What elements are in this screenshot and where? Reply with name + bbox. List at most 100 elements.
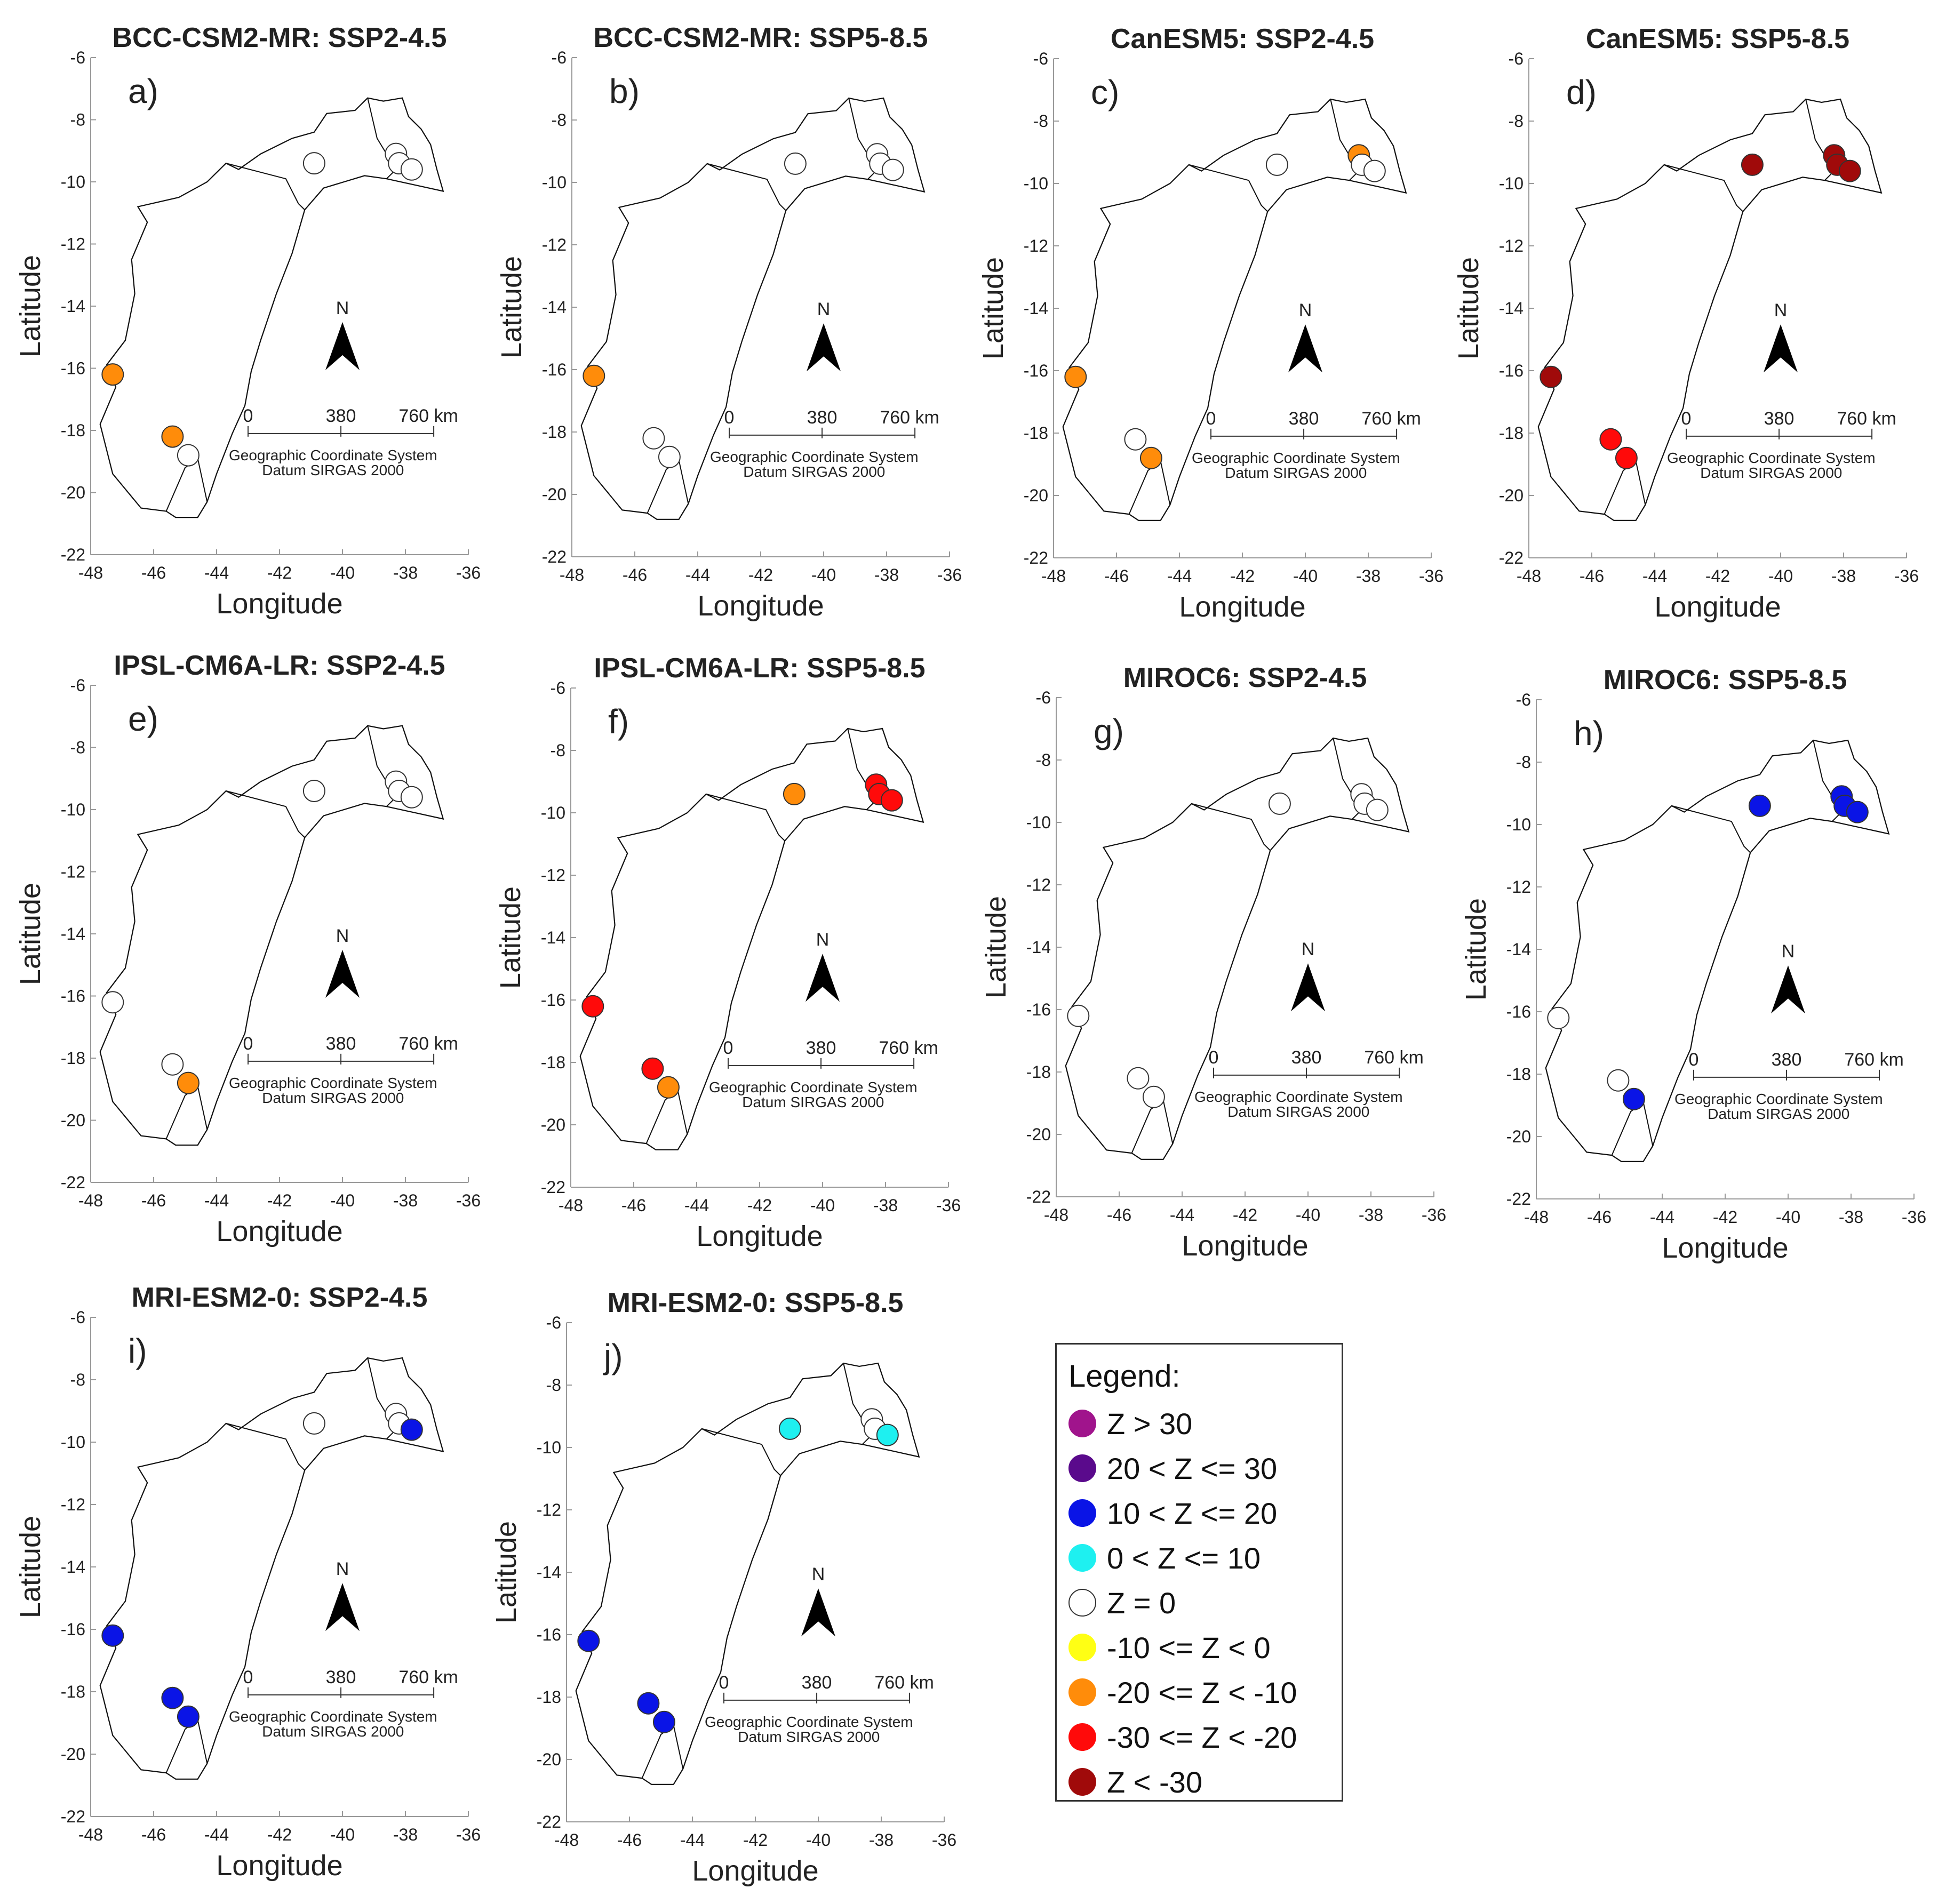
legend-label: Z < -30: [1107, 1765, 1202, 1799]
station-marker: [1547, 1006, 1570, 1029]
north-label: N: [817, 299, 831, 319]
station-marker: [1142, 1085, 1165, 1108]
y-axis-label: Latitude: [496, 256, 528, 358]
station-marker: [302, 780, 325, 802]
station-marker: [1124, 428, 1147, 451]
x-tick-label: -48: [78, 1191, 103, 1210]
scale-label: 0: [243, 406, 253, 426]
station-marker: [783, 782, 805, 805]
basin-outline: [99, 725, 444, 1146]
legend-swatch: [1068, 1634, 1096, 1661]
y-tick-label: -6: [70, 1308, 85, 1327]
x-tick-label: -46: [141, 563, 166, 582]
crs-label: Geographic Coordinate System: [1194, 1089, 1403, 1105]
x-tick-label: -38: [393, 1825, 418, 1844]
scale-label: 380: [807, 407, 838, 428]
y-tick-label: -8: [70, 1370, 85, 1389]
x-tick-label: -48: [78, 563, 103, 582]
x-tick-label: -46: [1580, 566, 1604, 586]
x-axis-label: Longitude: [1179, 591, 1305, 623]
x-axis-label: Longitude: [216, 1850, 342, 1882]
x-tick-label: -40: [1768, 566, 1793, 586]
legend-box: Legend: Z > 30 20 < Z <= 30 10 < Z <= 20 0 …: [1055, 1343, 1343, 1802]
legend-item: 10 < Z <= 20: [1068, 1494, 1277, 1532]
y-axis-label: Latitude: [1460, 898, 1492, 1001]
station-marker: [400, 786, 423, 809]
basin-outline: [579, 727, 924, 1150]
scale-label: 380: [1764, 409, 1795, 429]
x-tick-label: -40: [330, 1191, 355, 1210]
legend-item: -30 <= Z < -20: [1068, 1718, 1297, 1756]
north-arrow-icon: [325, 322, 360, 370]
scale-label: 0: [243, 1667, 253, 1687]
station-marker: [642, 427, 665, 450]
map-panel: -48 -46 -44 -42 -40 -38 -36 -6 -8 -10 -12 -14 -16 -18…: [495, 653, 961, 1252]
north-arrow-icon: [325, 949, 360, 998]
datum-label: Datum SIRGAS 2000: [1225, 465, 1367, 481]
y-tick-label: -18: [1499, 423, 1524, 443]
x-axis-label: Longitude: [216, 588, 342, 620]
panel-title: IPSL-CM6A-LR: SSP5-8.5: [594, 653, 925, 684]
x-tick-label: -48: [1041, 566, 1066, 586]
crs-label: Geographic Coordinate System: [1674, 1091, 1883, 1107]
scale-label: 380: [806, 1038, 836, 1058]
scale-label: 0: [243, 1034, 253, 1054]
y-tick-label: -18: [1506, 1065, 1531, 1084]
y-axis-label: Latitude: [490, 1521, 522, 1623]
y-tick-label: -12: [61, 1495, 85, 1514]
x-tick-label: -40: [810, 1196, 835, 1215]
north-arrow-icon: [1764, 324, 1798, 373]
basin-outline: [575, 1362, 920, 1785]
y-axis-label: Latitude: [977, 257, 1009, 359]
y-tick-label: -18: [541, 1053, 565, 1072]
panel-letter: f): [608, 702, 629, 741]
x-tick-label: -46: [1104, 566, 1129, 586]
scale-label: 0: [1681, 409, 1692, 429]
y-tick-label: -22: [1026, 1187, 1051, 1206]
y-tick-label: -10: [537, 1438, 561, 1457]
y-tick-label: -6: [70, 676, 85, 695]
x-axis-label: Longitude: [692, 1855, 818, 1887]
y-tick-label: -12: [61, 862, 85, 882]
legend-item: Z = 0: [1068, 1583, 1176, 1622]
y-tick-label: -16: [1506, 1002, 1531, 1021]
x-tick-label: -46: [141, 1191, 166, 1210]
x-tick-label: -40: [1293, 566, 1318, 586]
x-tick-label: -36: [1422, 1205, 1446, 1225]
y-tick-label: -6: [1516, 690, 1531, 709]
x-tick-label: -36: [456, 1825, 481, 1844]
y-tick-label: -16: [1499, 361, 1524, 380]
legend-item: -20 <= Z < -10: [1068, 1673, 1297, 1711]
station-marker: [1064, 365, 1087, 388]
y-axis-label: Latitude: [14, 883, 46, 985]
y-tick-label: -14: [1026, 938, 1051, 957]
x-axis-label: Longitude: [1662, 1232, 1788, 1264]
station-marker: [101, 363, 124, 386]
legend-item: -10 <= Z < 0: [1068, 1628, 1271, 1667]
y-tick-label: -20: [1026, 1125, 1051, 1144]
y-tick-label: -8: [1509, 111, 1524, 131]
scale-label: 380: [326, 1667, 356, 1687]
basin-outline: [1537, 98, 1883, 521]
north-label: N: [1302, 939, 1315, 959]
y-tick-label: -18: [61, 1682, 85, 1701]
x-tick-label: -40: [1296, 1205, 1320, 1225]
north-arrow-icon: [1288, 324, 1322, 373]
y-tick-label: -12: [1506, 877, 1531, 897]
map-panel: -48 -46 -44 -42 -40 -38 -36 -6 -8 -10 -12 -14 -16 -18…: [496, 22, 962, 622]
x-tick-label: -44: [680, 1830, 705, 1850]
basin-outline: [580, 97, 926, 520]
x-tick-label: -38: [393, 1191, 418, 1210]
y-tick-label: -20: [541, 1115, 565, 1134]
y-tick-label: -12: [1024, 236, 1048, 255]
x-tick-label: -36: [456, 563, 481, 582]
sub-basin-boundary: [226, 790, 305, 838]
x-tick-label: -38: [1831, 566, 1856, 586]
y-axis-label: Latitude: [495, 886, 527, 989]
north-label: N: [336, 926, 349, 946]
basin-outline: [99, 1357, 444, 1780]
y-tick-label: -6: [1033, 49, 1048, 68]
scale-label: 760 km: [398, 1034, 458, 1054]
scale-label: 0: [1689, 1050, 1699, 1070]
